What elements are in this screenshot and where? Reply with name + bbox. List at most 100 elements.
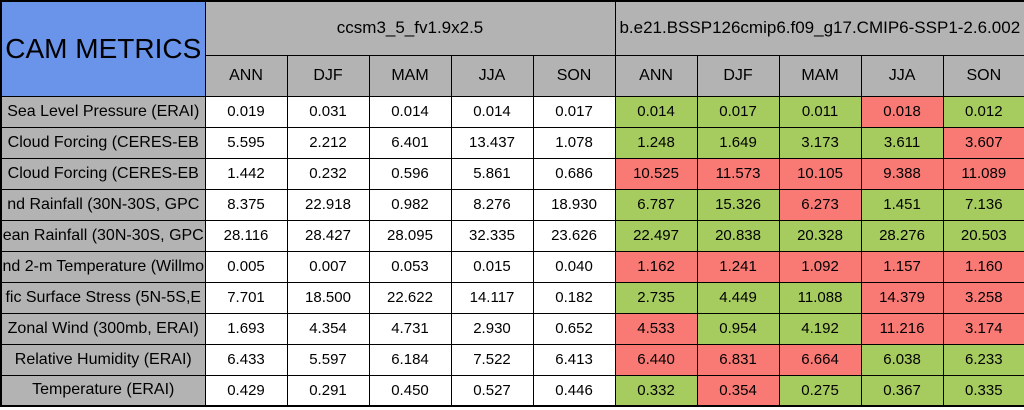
metric-row: Sea Level Pressure (ERAI) 0.019 0.031 0.014… (0, 95, 1024, 128)
value-cell-m2-worse: 3.607 (942, 126, 1024, 159)
value-cell-m2-better: 0.335 (942, 374, 1024, 407)
value-cell-m2-better: 0.014 (614, 95, 698, 128)
season-header-m1-mam: MAM (368, 54, 452, 97)
value-cell-m2-worse: 4.533 (614, 312, 698, 345)
season-header-m2-jja: JJA (860, 54, 944, 97)
value-cell-m1: 7.522 (450, 343, 534, 376)
value-cell-m2-better: 1.451 (860, 188, 944, 221)
value-cell-m2-worse: 6.440 (614, 343, 698, 376)
value-cell-m1: 28.095 (368, 219, 452, 252)
value-cell-m1: 0.031 (286, 95, 370, 128)
value-cell-m1: 0.596 (368, 157, 452, 190)
value-cell-m1: 5.597 (286, 343, 370, 376)
value-cell-m2-worse: 9.388 (860, 157, 944, 190)
value-cell-m2-better: 1.248 (614, 126, 698, 159)
metric-label: nd 2-m Temperature (Willmo (0, 250, 206, 283)
metric-label: Cloud Forcing (CERES-EB (0, 157, 206, 190)
value-cell-m1: 0.005 (204, 250, 288, 283)
value-cell-m1: 5.861 (450, 157, 534, 190)
value-cell-m1: 0.040 (532, 250, 616, 283)
value-cell-m1: 0.017 (532, 95, 616, 128)
value-cell-m2-better: 22.497 (614, 219, 698, 252)
value-cell-m2-better: 6.787 (614, 188, 698, 221)
value-cell-m2-better: 11.088 (778, 281, 862, 314)
value-cell-m2-worse: 11.089 (942, 157, 1024, 190)
metric-row: Relative Humidity (ERAI) 6.433 5.597 6.184 7… (0, 343, 1024, 376)
value-cell-m2-worse: 11.216 (860, 312, 944, 345)
value-cell-m1: 0.014 (450, 95, 534, 128)
metric-row: Zonal Wind (300mb, ERAI) 1.693 4.354 4.731 2… (0, 312, 1024, 345)
value-cell-m2-better: 6.038 (860, 343, 944, 376)
value-cell-m2-worse: 6.664 (778, 343, 862, 376)
value-cell-m1: 18.500 (286, 281, 370, 314)
value-cell-m1: 22.622 (368, 281, 452, 314)
model-header-ccsm3: ccsm3_5_fv1.9x2.5 (204, 0, 616, 56)
value-cell-m2-better: 20.838 (696, 219, 780, 252)
metric-label: fic Surface Stress (5N-5S,E (0, 281, 206, 314)
value-cell-m1: 0.446 (532, 374, 616, 407)
value-cell-m2-worse: 0.018 (860, 95, 944, 128)
value-cell-m2-better: 15.326 (696, 188, 780, 221)
metric-label: ean Rainfall (30N-30S, GPC (0, 219, 206, 252)
value-cell-m1: 8.375 (204, 188, 288, 221)
value-cell-m2-worse: 1.160 (942, 250, 1024, 283)
metric-label: nd Rainfall (30N-30S, GPC (0, 188, 206, 221)
value-cell-m2-better: 4.192 (778, 312, 862, 345)
value-cell-m2-worse: 6.273 (778, 188, 862, 221)
value-cell-m2-worse: 1.162 (614, 250, 698, 283)
value-cell-m1: 1.442 (204, 157, 288, 190)
value-cell-m2-better: 0.332 (614, 374, 698, 407)
value-cell-m1: 13.437 (450, 126, 534, 159)
value-cell-m2-better: 2.735 (614, 281, 698, 314)
season-header-m1-jja: JJA (450, 54, 534, 97)
metric-row: nd 2-m Temperature (Willmo 0.005 0.007 0.05… (0, 250, 1024, 283)
value-cell-m2-better: 0.012 (942, 95, 1024, 128)
value-cell-m2-better: 20.503 (942, 219, 1024, 252)
season-header-m2-son: SON (942, 54, 1024, 97)
value-cell-m2-better: 0.275 (778, 374, 862, 407)
value-cell-m2-worse: 3.258 (942, 281, 1024, 314)
value-cell-m1: 23.626 (532, 219, 616, 252)
value-cell-m1: 0.014 (368, 95, 452, 128)
value-cell-m1: 4.731 (368, 312, 452, 345)
metric-row: Cloud Forcing (CERES-EB 1.442 0.232 0.596 5.… (0, 157, 1024, 190)
value-cell-m1: 6.401 (368, 126, 452, 159)
value-cell-m2-better: 20.328 (778, 219, 862, 252)
season-header-m1-ann: ANN (204, 54, 288, 97)
value-cell-m1: 14.117 (450, 281, 534, 314)
value-cell-m1: 0.429 (204, 374, 288, 407)
metric-row: ean Rainfall (30N-30S, GPC 28.116 28.427 28… (0, 219, 1024, 252)
table-title: CAM METRICS (0, 0, 206, 97)
value-cell-m1: 2.212 (286, 126, 370, 159)
model-header-row: CAM METRICS ccsm3_5_fv1.9x2.5 b.e21.BSSP… (0, 0, 1024, 97)
value-cell-m2-worse: 14.379 (860, 281, 944, 314)
value-cell-m2-better: 4.449 (696, 281, 780, 314)
season-header-m2-djf: DJF (696, 54, 780, 97)
value-cell-m2-worse: 10.525 (614, 157, 698, 190)
metric-label: Zonal Wind (300mb, ERAI) (0, 312, 206, 345)
season-header-m2-mam: MAM (778, 54, 862, 97)
value-cell-m1: 0.652 (532, 312, 616, 345)
value-cell-m2-better: 0.367 (860, 374, 944, 407)
value-cell-m2-worse: 6.831 (696, 343, 780, 376)
value-cell-m1: 0.053 (368, 250, 452, 283)
value-cell-m1: 5.595 (204, 126, 288, 159)
value-cell-m2-better: 3.611 (860, 126, 944, 159)
value-cell-m1: 0.015 (450, 250, 534, 283)
season-header-row: ANN DJF MAM JJA SON ANN DJF MAM JJA SON (1, 54, 1024, 97)
value-cell-m1: 0.007 (286, 250, 370, 283)
season-header-m1-son: SON (532, 54, 616, 97)
value-cell-m2-worse: 10.105 (778, 157, 862, 190)
metric-label: Cloud Forcing (CERES-EB (0, 126, 206, 159)
value-cell-m1: 0.019 (204, 95, 288, 128)
value-cell-m2-better: 28.276 (860, 219, 944, 252)
season-header-m1-djf: DJF (286, 54, 370, 97)
value-cell-m1: 32.335 (450, 219, 534, 252)
value-cell-m2-worse: 1.157 (860, 250, 944, 283)
value-cell-m1: 28.116 (204, 219, 288, 252)
value-cell-m1: 1.078 (532, 126, 616, 159)
metric-label: Relative Humidity (ERAI) (0, 343, 206, 376)
metric-label: Sea Level Pressure (ERAI) (0, 95, 206, 128)
value-cell-m1: 6.184 (368, 343, 452, 376)
value-cell-m1: 7.701 (204, 281, 288, 314)
